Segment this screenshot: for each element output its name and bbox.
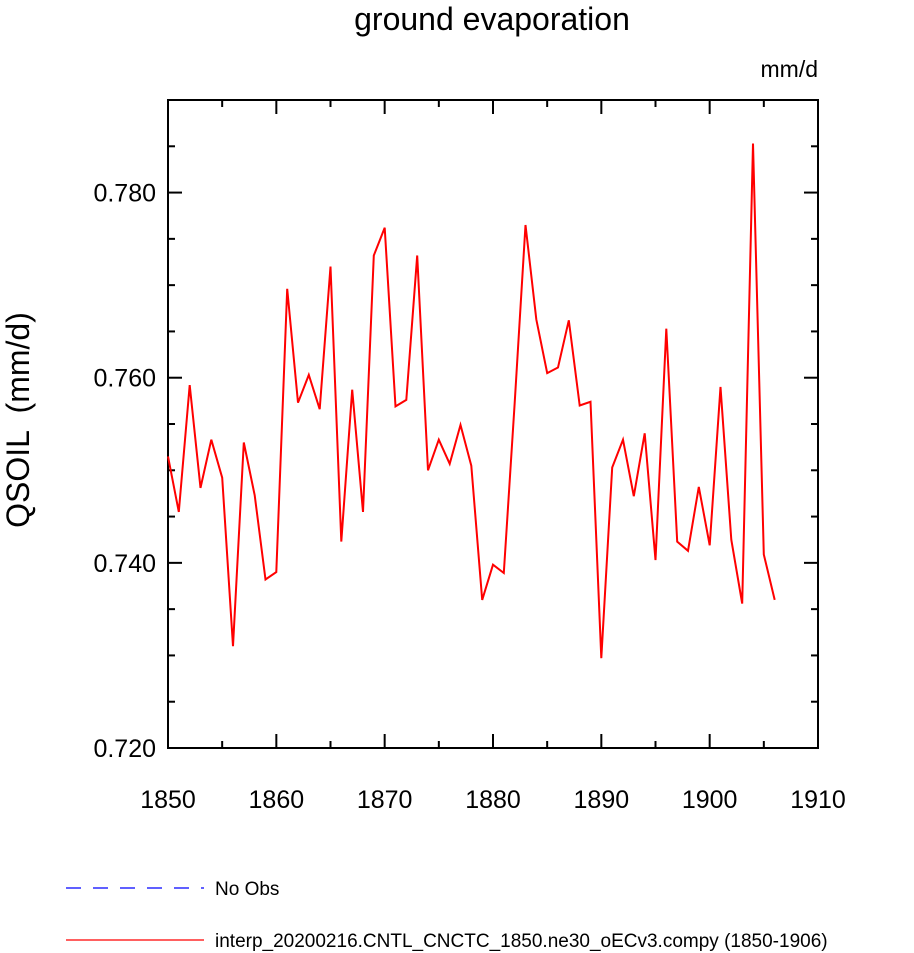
x-tick-label: 1870 [357, 786, 413, 814]
y-tick-label: 0.760 [93, 365, 156, 393]
units-label: mm/d [760, 56, 819, 82]
x-tick-label: 1860 [249, 786, 305, 814]
legend-label-no-obs: No Obs [215, 879, 280, 900]
y-tick-label: 0.720 [93, 735, 156, 763]
plot-frame [167, 99, 819, 749]
chart-title: ground evaporation [354, 1, 630, 37]
x-tick-label: 1910 [790, 786, 846, 814]
x-tick-label: 1850 [140, 786, 196, 814]
series-line [167, 143, 776, 659]
y-tick-label: 0.780 [93, 180, 156, 208]
x-tick-label: 1890 [574, 786, 630, 814]
y-tick-label: 0.740 [93, 550, 156, 578]
x-tick-label: 1900 [682, 786, 738, 814]
legend-label-model: interp_20200216.CNTL_CNCTC_1850.ne30_oEC… [215, 931, 828, 952]
x-tick-label: 1880 [465, 786, 521, 814]
